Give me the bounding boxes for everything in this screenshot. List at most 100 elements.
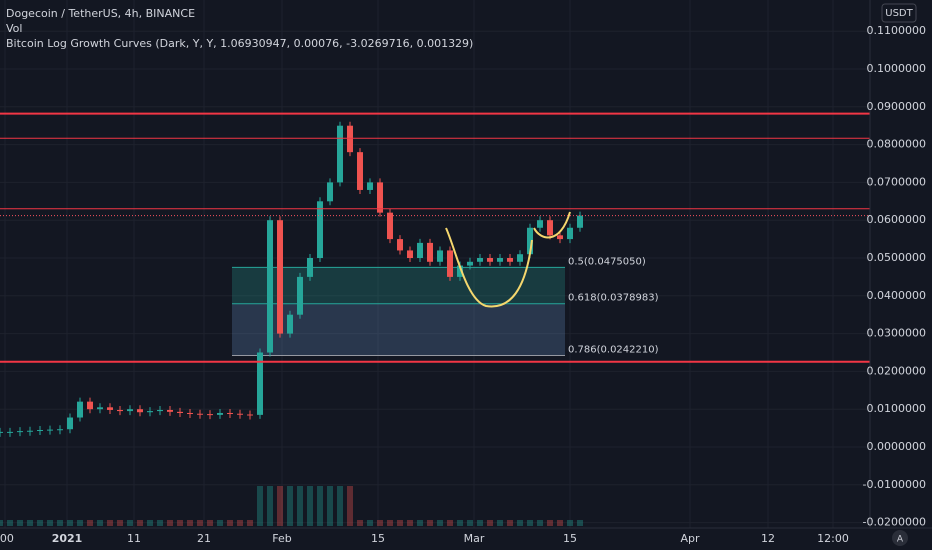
volume-bar	[147, 520, 153, 526]
volume-bar	[197, 520, 203, 526]
volume-bar	[457, 520, 463, 526]
volume-bar	[177, 520, 183, 526]
volume-bar	[497, 520, 503, 526]
candle	[517, 254, 523, 262]
candle	[467, 261, 473, 266]
candle	[257, 352, 263, 415]
candle	[387, 212, 393, 240]
candle	[267, 220, 273, 353]
volume-bar	[487, 520, 493, 526]
volume-bar	[577, 520, 583, 526]
candle	[147, 411, 153, 413]
candle	[217, 412, 223, 415]
volume-bar	[107, 520, 113, 526]
volume-bar	[7, 520, 13, 526]
candle	[507, 258, 513, 262]
volume-bar	[367, 520, 373, 526]
volume-legend: Vol	[6, 22, 22, 35]
volume-bar	[187, 520, 193, 526]
candle	[107, 407, 113, 410]
candle	[367, 182, 373, 190]
volume-bar	[417, 520, 423, 526]
price-tick-label: 0.0200000	[867, 364, 927, 377]
volume-bar	[437, 520, 443, 526]
candles	[0, 121, 583, 526]
candle	[307, 258, 313, 277]
candle	[487, 258, 493, 262]
price-tick-label: 0.0100000	[867, 402, 927, 415]
candle	[297, 276, 303, 315]
candle	[477, 258, 483, 262]
cup-drawing	[445, 227, 533, 308]
volume-bar	[547, 520, 553, 526]
price-tick-label: 0.0500000	[867, 251, 927, 264]
price-tick-label: 0.0000000	[867, 440, 927, 453]
volume-bar	[247, 520, 253, 526]
volume-bar	[267, 486, 273, 526]
candle	[567, 227, 573, 240]
candle	[67, 417, 73, 430]
volume-bar	[77, 520, 83, 526]
time-tick-label: Apr	[680, 532, 700, 545]
fib-retracement: 0.5(0.0475050) 0.618(0.0378983) 0.786(0.02…	[232, 256, 659, 356]
volume-bar	[327, 486, 333, 526]
candle	[187, 412, 193, 414]
candle	[287, 314, 293, 334]
candle	[377, 182, 383, 213]
time-tick-label: 12:00	[817, 532, 849, 545]
volume-bar	[527, 520, 533, 526]
candle	[197, 413, 203, 415]
time-tick-label: Mar	[464, 532, 485, 545]
symbol-title: Dogecoin / TetherUS, 4h, BINANCE	[6, 7, 195, 20]
auto-scale-label[interactable]: A	[897, 535, 904, 545]
time-tick-label: 11	[127, 532, 141, 545]
candle	[407, 250, 413, 258]
candle	[397, 239, 403, 251]
auto-scale-button[interactable]	[892, 530, 908, 546]
candle	[537, 220, 543, 228]
grid	[0, 0, 870, 528]
fib-label: 0.5(0.0475050)	[568, 256, 646, 267]
volume-bar	[377, 520, 383, 526]
candle	[27, 430, 33, 432]
price-tick-label: 0.1000000	[867, 62, 927, 75]
volume-bar	[57, 520, 63, 526]
time-tick-label: 2021	[52, 532, 83, 545]
volume-bar	[517, 520, 523, 526]
candle	[117, 409, 123, 412]
candle	[0, 431, 3, 433]
volume-bar	[467, 520, 473, 526]
candle	[527, 227, 533, 255]
volume-bar	[277, 486, 283, 526]
price-axis	[870, 0, 932, 528]
volume-bar	[257, 486, 263, 526]
volume-bar	[567, 520, 573, 526]
candle	[447, 250, 453, 277]
time-tick-label: :00	[0, 532, 14, 545]
volume-bar	[117, 520, 123, 526]
price-tick-label: 0.0700000	[867, 175, 927, 188]
currency-button[interactable]	[881, 3, 917, 23]
price-tick-label: 0.1100000	[867, 24, 927, 37]
currency-button-label[interactable]: USDT	[885, 8, 913, 19]
candle	[87, 401, 93, 410]
volume-bar	[407, 520, 413, 526]
volume-bar	[397, 520, 403, 526]
volume-bar	[127, 520, 133, 526]
time-tick-label: Feb	[272, 532, 291, 545]
candle	[357, 152, 363, 190]
volume-bar	[507, 520, 513, 526]
volume-bar	[537, 520, 543, 526]
volume-bar	[67, 520, 73, 526]
volume-bar	[447, 520, 453, 526]
candle	[437, 250, 443, 262]
candle	[547, 220, 553, 236]
candle	[47, 429, 53, 431]
volume-bar	[227, 520, 233, 526]
time-tick-label: 12	[761, 532, 775, 545]
volume-bar	[387, 520, 393, 526]
candle	[227, 412, 233, 414]
